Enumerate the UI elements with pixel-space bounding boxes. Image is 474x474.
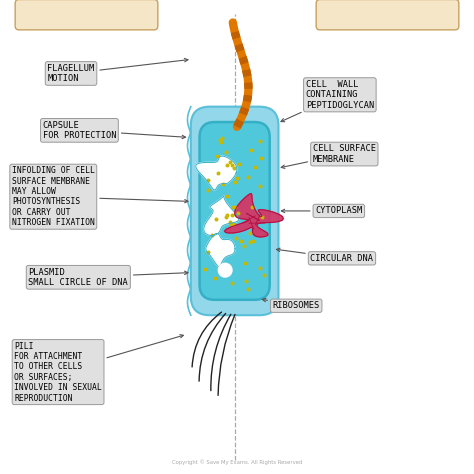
- Text: CELL SURFACE
MEMBRANE: CELL SURFACE MEMBRANE: [281, 145, 376, 168]
- Point: [231, 179, 238, 186]
- Point: [252, 164, 259, 171]
- FancyBboxPatch shape: [15, 0, 158, 30]
- Point: [227, 220, 235, 228]
- Point: [231, 203, 238, 211]
- Point: [259, 213, 266, 220]
- Point: [250, 237, 257, 245]
- Point: [246, 238, 254, 246]
- Point: [217, 136, 224, 144]
- Point: [222, 148, 229, 156]
- Text: SOMETIMES  PRESENT: SOMETIMES PRESENT: [43, 10, 130, 19]
- Point: [247, 146, 255, 154]
- Text: RIBOSOMES: RIBOSOMES: [262, 298, 320, 310]
- Polygon shape: [225, 194, 283, 237]
- Point: [217, 138, 225, 146]
- Point: [242, 277, 249, 284]
- Point: [211, 274, 219, 282]
- Point: [257, 154, 265, 161]
- Point: [241, 259, 249, 267]
- Polygon shape: [204, 196, 239, 236]
- Text: CIRCULAR DNA: CIRCULAR DNA: [276, 248, 374, 263]
- Text: FLAGELLUM
MOTION: FLAGELLUM MOTION: [47, 58, 188, 83]
- Point: [260, 271, 268, 279]
- Point: [256, 137, 264, 145]
- Text: PILI
FOR ATTACHMENT
TO OTHER CELLS
OR SURFACES;
INVOLVED IN SEXUAL
REPRODUCTION: PILI FOR ATTACHMENT TO OTHER CELLS OR SU…: [14, 335, 183, 402]
- Text: PLASMID
SMALL CIRCLE OF DNA: PLASMID SMALL CIRCLE OF DNA: [28, 268, 188, 287]
- Point: [240, 242, 248, 250]
- FancyBboxPatch shape: [316, 0, 459, 30]
- Point: [201, 265, 209, 273]
- FancyBboxPatch shape: [200, 122, 270, 300]
- Polygon shape: [206, 233, 235, 266]
- Point: [208, 232, 216, 239]
- Point: [214, 169, 222, 177]
- Point: [256, 182, 264, 190]
- Point: [228, 211, 236, 219]
- Point: [204, 248, 211, 256]
- FancyBboxPatch shape: [191, 107, 278, 315]
- Text: CAPSULE
FOR PROTECTION: CAPSULE FOR PROTECTION: [43, 121, 186, 140]
- Point: [223, 211, 230, 219]
- Point: [228, 279, 236, 287]
- Point: [228, 161, 236, 168]
- Point: [234, 210, 241, 217]
- Polygon shape: [196, 156, 237, 190]
- Point: [245, 285, 252, 293]
- Point: [226, 158, 234, 166]
- Point: [213, 215, 220, 223]
- Point: [204, 176, 212, 184]
- Point: [232, 235, 240, 242]
- Point: [223, 161, 230, 168]
- Point: [235, 160, 243, 168]
- Point: [219, 180, 227, 187]
- Point: [223, 213, 230, 221]
- Text: CYTOPLASM: CYTOPLASM: [281, 207, 363, 215]
- Text: CELL  WALL
CONTAINING
PEPTIDOGLYCAN: CELL WALL CONTAINING PEPTIDOGLYCAN: [281, 80, 374, 122]
- Text: Copyright © Save My Exams. All Rights Reserved: Copyright © Save My Exams. All Rights Re…: [172, 460, 302, 465]
- Point: [248, 203, 255, 211]
- Circle shape: [219, 264, 232, 277]
- Text: INFOLDING OF CELL
SURFACE MEMBRANE
MAY ALLOW
PHOTOSYNTHESIS
OR CARRY OUT
NITROGE: INFOLDING OF CELL SURFACE MEMBRANE MAY A…: [12, 166, 188, 227]
- Point: [246, 229, 253, 237]
- Point: [223, 192, 231, 200]
- Point: [229, 220, 237, 228]
- Point: [213, 153, 221, 160]
- Point: [226, 219, 234, 226]
- Point: [233, 174, 241, 182]
- Point: [229, 204, 237, 211]
- Point: [245, 173, 252, 181]
- Point: [226, 262, 233, 270]
- Text: ALWAYS  PRESENT: ALWAYS PRESENT: [351, 10, 424, 19]
- Point: [230, 164, 238, 172]
- Point: [218, 135, 225, 142]
- Point: [237, 237, 245, 245]
- Point: [256, 264, 264, 272]
- Point: [205, 186, 212, 194]
